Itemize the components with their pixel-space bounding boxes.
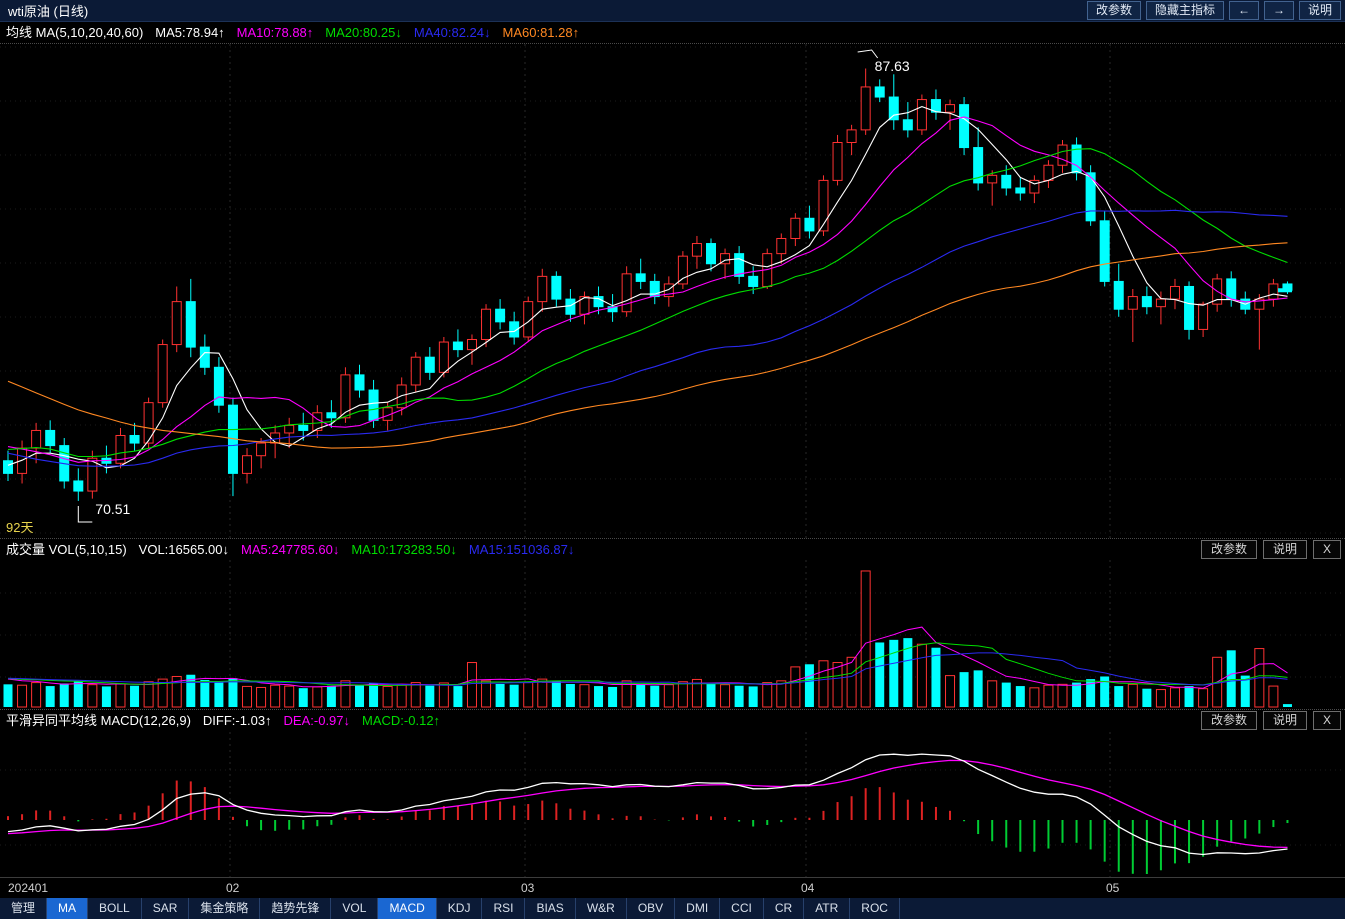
macd-header-buttons: 改参数 说明 X xyxy=(1195,711,1345,730)
tab-atr[interactable]: ATR xyxy=(804,898,851,919)
volume-pane-help-button[interactable]: 说明 xyxy=(1262,540,1307,559)
ma-value-2: MA20:80.25↓ xyxy=(325,25,402,40)
macd-formula-label: 平滑异同平均线 MACD(12,26,9) xyxy=(6,713,191,728)
tab-ma[interactable]: MA xyxy=(47,898,89,919)
volume-chart[interactable] xyxy=(0,560,1345,709)
vol-value-3: MA15:151036.87↓ xyxy=(468,542,575,557)
tab-cr[interactable]: CR xyxy=(764,898,805,919)
macd-pane-param-button[interactable]: 改参数 xyxy=(1200,711,1257,730)
tab-vol[interactable]: VOL xyxy=(331,898,379,919)
prev-arrow-button[interactable]: ← xyxy=(1228,1,1259,20)
ma-value-4: MA60:81.28↑ xyxy=(502,25,580,40)
macd-value-1: DEA:-0.97↓ xyxy=(283,713,351,728)
x-axis-label-02: 02 xyxy=(226,881,240,895)
ma-value-1: MA10:78.88↑ xyxy=(236,25,314,40)
macd-header: 平滑异同平均线 MACD(12,26,9) DIFF:-1.03↑ DEA:-0.9… xyxy=(0,709,1345,731)
tab-集金策略[interactable]: 集金策略 xyxy=(189,898,261,919)
macd-chart[interactable] xyxy=(0,732,1345,877)
ma-indicator-header: 均线 MA(5,10,20,40,60) MA5:78.94↑ MA10:78.88… xyxy=(0,22,1345,44)
volume-pane-close-button[interactable]: X xyxy=(1312,540,1341,559)
tab-sar[interactable]: SAR xyxy=(142,898,190,919)
tab-cci[interactable]: CCI xyxy=(720,898,764,919)
x-axis-label-05: 05 xyxy=(1106,881,1120,895)
macd-pane-help-button[interactable]: 说明 xyxy=(1262,711,1307,730)
macd-value-0: DIFF:-1.03↑ xyxy=(202,713,272,728)
x-axis-label-04: 04 xyxy=(801,881,815,895)
hide-main-indicator-button[interactable]: 隐藏主指标 xyxy=(1145,1,1224,20)
macd-value-2: MACD:-0.12↑ xyxy=(362,713,441,728)
x-axis-label-03: 03 xyxy=(521,881,535,895)
visible-bars-count-label: 92天 xyxy=(6,520,33,535)
tab-dmi[interactable]: DMI xyxy=(675,898,721,919)
ma-value-0: MA5:78.94↑ xyxy=(155,25,225,40)
volume-pane-param-button[interactable]: 改参数 xyxy=(1200,540,1257,559)
tab-bias[interactable]: BIAS xyxy=(525,898,576,919)
vol-value-2: MA10:173283.50↓ xyxy=(351,542,457,557)
tab-roc[interactable]: ROC xyxy=(850,898,900,919)
chart-title: wti原油 (日线) xyxy=(8,4,89,19)
volume-header-buttons: 改参数 说明 X xyxy=(1195,540,1345,559)
tab-趋势先锋[interactable]: 趋势先锋 xyxy=(260,898,332,919)
tab-obv[interactable]: OBV xyxy=(627,898,676,919)
indicator-tab-bar: 管理 MA BOLL SAR 集金策略 趋势先锋 VOL MACD KDJ RSI BIAS W&R O… xyxy=(0,898,1345,919)
vol-value-1: MA5:247785.60↓ xyxy=(241,542,340,557)
last-price-marker xyxy=(1278,288,1292,293)
title-bar: wti原油 (日线) 改参数 隐藏主指标 ← → 说明 xyxy=(0,0,1345,22)
tab-wr[interactable]: W&R xyxy=(576,898,627,919)
lowest-price-annotation: 70.51 xyxy=(95,501,130,517)
tab-macd[interactable]: MACD xyxy=(378,898,437,919)
tab-rsi[interactable]: RSI xyxy=(482,898,526,919)
highest-price-annotation: 87.63 xyxy=(875,58,910,74)
main-price-chart[interactable]: 87.63 70.51 92天 xyxy=(0,44,1345,538)
tab-boll[interactable]: BOLL xyxy=(88,898,142,919)
vol-value-0: VOL:16565.00↓ xyxy=(138,542,230,557)
macd-pane-close-button[interactable]: X xyxy=(1312,711,1341,730)
ma-formula-label: 均线 MA(5,10,20,40,60) xyxy=(6,25,144,40)
param-button[interactable]: 改参数 xyxy=(1086,1,1141,20)
next-arrow-button[interactable]: → xyxy=(1263,1,1294,20)
x-axis-label-202401: 202401 xyxy=(8,881,49,895)
tab-kdj[interactable]: KDJ xyxy=(437,898,483,919)
x-axis: 202401 02 03 04 05 xyxy=(0,877,1345,898)
ma-value-3: MA40:82.24↓ xyxy=(413,25,491,40)
title-bar-buttons: 改参数 隐藏主指标 ← → 说明 xyxy=(1082,1,1341,20)
volume-header: 成交量 VOL(5,10,15) VOL:16565.00↓ MA5:247785.… xyxy=(0,538,1345,560)
help-button[interactable]: 说明 xyxy=(1298,1,1341,20)
vol-formula-label: 成交量 VOL(5,10,15) xyxy=(6,542,127,557)
tab-管理[interactable]: 管理 xyxy=(0,898,48,919)
